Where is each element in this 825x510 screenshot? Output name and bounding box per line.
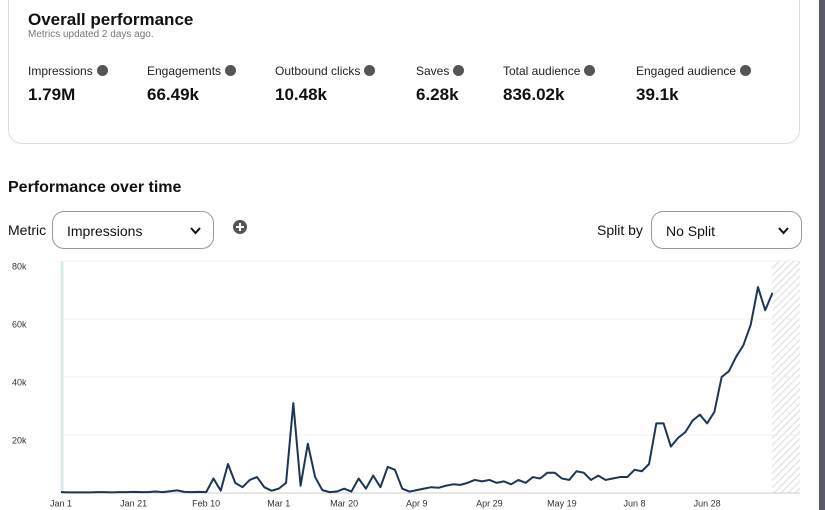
subtitle: Metrics updated 2 days ago. — [28, 29, 154, 40]
info-icon[interactable] — [453, 65, 465, 76]
info-icon[interactable] — [740, 65, 752, 76]
line — [60, 286, 774, 494]
metric-name: Total audience — [503, 64, 581, 78]
scrollbar — [819, 0, 825, 510]
metric-name: Outbound clicks — [275, 64, 361, 78]
metric-name: Saves — [416, 64, 450, 78]
info-icon[interactable] — [225, 65, 237, 76]
x-tick-label: Jan 1 — [50, 498, 72, 508]
metric-label: Metric — [8, 222, 47, 238]
metric-name: Engagements — [147, 64, 222, 78]
chart: 20k 40k 60k 80k Jan 1 Jan 21 Feb 10 Mar 1 Mar 20… — [12, 260, 800, 508]
metric-label: Impressions — [28, 64, 108, 78]
overview-card — [8, 0, 800, 144]
x-tick-label: May 19 — [547, 498, 577, 508]
add-metric[interactable] — [232, 219, 248, 235]
metric-value: 836.02k — [503, 85, 565, 104]
metric-value: 6.28k — [416, 85, 459, 104]
split-dropdown[interactable]: No Split — [651, 211, 802, 249]
x-tick-label: Apr 29 — [476, 498, 503, 508]
metric-value: 1.79M — [28, 85, 76, 104]
metric-value: 39.1k — [636, 85, 679, 104]
info-icon[interactable] — [584, 65, 596, 76]
metric-name: Impressions — [28, 64, 93, 78]
metric-label: Saves — [416, 64, 465, 78]
y-tick-label: 80k — [12, 261, 27, 271]
split-label: Split by — [597, 222, 643, 238]
metric-value: 66.49k — [147, 85, 199, 104]
metric-label: Engagements — [147, 64, 237, 78]
x-tick-label: Mar 1 — [267, 498, 290, 508]
metric-dropdown[interactable]: Impressions — [52, 211, 214, 249]
metric-label: Engaged audience — [636, 64, 752, 78]
x-tick-label: Mar 20 — [330, 498, 358, 508]
x-tick-label: Jun 28 — [694, 498, 721, 508]
y-tick-label: 60k — [12, 319, 27, 329]
split-value: No Split — [666, 223, 716, 239]
x-tick-label: Feb 10 — [192, 498, 220, 508]
chevron — [778, 227, 789, 235]
section-title: Performance over time — [8, 179, 182, 196]
x-tick-label: Apr 9 — [406, 498, 428, 508]
metric-label: Total audience — [503, 64, 596, 78]
x-tick-label: Jun 8 — [624, 498, 646, 508]
metric-value: Impressions — [67, 223, 143, 239]
metric-label: Outbound clicks — [275, 64, 376, 78]
x-tick-label: Jan 21 — [120, 498, 147, 508]
metric-name: Engaged audience — [636, 64, 737, 78]
metric-value: 10.48k — [275, 85, 327, 104]
title: Overall performance — [28, 10, 194, 29]
chevron — [190, 227, 201, 235]
info-icon[interactable] — [364, 65, 376, 76]
y-tick-label: 20k — [12, 435, 27, 445]
info-icon[interactable] — [96, 65, 108, 76]
y-tick-label: 40k — [12, 377, 27, 387]
